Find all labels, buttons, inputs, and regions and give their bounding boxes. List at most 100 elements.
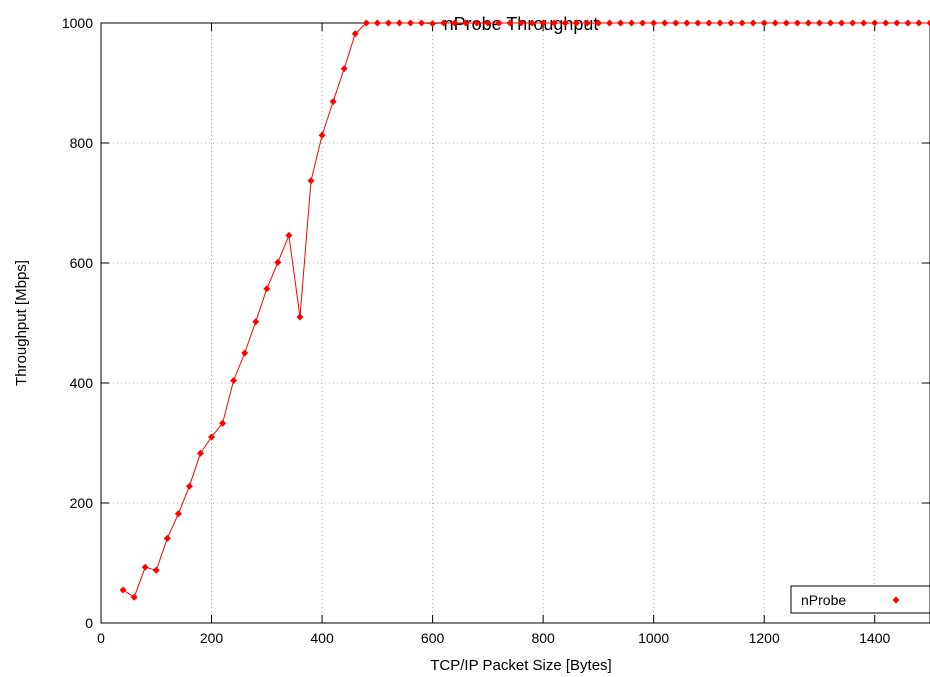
x-tick-label: 800 — [531, 630, 555, 646]
data-point — [119, 586, 127, 594]
y-tick-label: 0 — [85, 615, 93, 631]
x-tick-label: 0 — [97, 630, 105, 646]
data-point — [716, 19, 724, 27]
data-point — [550, 19, 558, 27]
data-point — [904, 19, 912, 27]
plot-frame — [100, 22, 930, 624]
data-point — [241, 349, 249, 357]
data-point — [694, 19, 702, 27]
data-point — [384, 19, 392, 27]
data-point — [893, 19, 901, 27]
data-point — [418, 19, 426, 27]
data-point — [285, 231, 293, 239]
series-line — [122, 22, 930, 598]
data-point — [583, 19, 591, 27]
x-tick-label: 600 — [421, 630, 445, 646]
y-axis-label: Throughput [Mbps] — [13, 260, 30, 386]
x-tick-label: 200 — [200, 630, 224, 646]
data-point — [484, 19, 492, 27]
data-point — [561, 19, 569, 27]
data-point — [130, 593, 138, 601]
data-point — [760, 19, 768, 27]
data-point — [362, 19, 370, 27]
x-tick-label: 1200 — [749, 630, 780, 646]
data-point — [196, 449, 204, 457]
grid-lines — [101, 23, 930, 623]
x-tick-label: 400 — [310, 630, 334, 646]
data-point — [208, 433, 216, 441]
data-point — [871, 19, 879, 27]
data-point — [429, 20, 437, 28]
data-point — [650, 19, 658, 27]
data-point — [263, 285, 271, 293]
data-point — [318, 131, 326, 139]
data-point — [340, 65, 348, 73]
data-point — [705, 19, 713, 27]
legend-marker — [892, 596, 900, 604]
y-tick-label: 800 — [70, 135, 94, 151]
data-point — [838, 19, 846, 27]
data-point — [440, 19, 448, 27]
legend-label: nProbe — [801, 592, 846, 608]
series-nprobe — [119, 19, 930, 601]
data-point — [661, 19, 669, 27]
data-point — [373, 19, 381, 27]
data-point — [462, 19, 470, 27]
data-point — [594, 19, 602, 27]
data-point — [849, 19, 857, 27]
data-point — [827, 19, 835, 27]
data-point — [141, 563, 149, 571]
data-point — [230, 377, 238, 385]
data-point — [163, 534, 171, 542]
x-axis-label: TCP/IP Packet Size [Bytes] — [430, 657, 611, 674]
data-point — [307, 177, 315, 185]
data-point — [495, 19, 503, 27]
y-tick-label: 1000 — [62, 15, 93, 31]
data-point — [605, 19, 613, 27]
data-point — [506, 19, 514, 27]
data-point — [528, 19, 536, 27]
data-point — [771, 19, 779, 27]
y-tick-labels: 0 200 400 600 800 1000 — [62, 15, 93, 631]
data-point — [572, 19, 580, 27]
data-point — [185, 482, 193, 490]
data-point — [749, 19, 757, 27]
data-point — [727, 19, 735, 27]
y-tick-label: 600 — [70, 255, 94, 271]
data-point — [406, 19, 414, 27]
data-point — [617, 19, 625, 27]
x-tick-labels: 0 200 400 600 800 1000 1200 1400 — [97, 630, 890, 646]
data-point — [926, 19, 930, 27]
data-point — [860, 19, 868, 27]
data-point — [793, 19, 801, 27]
data-point — [639, 19, 647, 27]
legend: nProbe — [790, 585, 930, 614]
data-point — [473, 19, 481, 27]
data-point — [219, 419, 227, 427]
data-point — [451, 19, 459, 27]
data-point — [174, 510, 182, 518]
data-point — [274, 258, 282, 266]
data-point — [683, 19, 691, 27]
data-point — [329, 98, 337, 106]
data-point — [152, 566, 160, 574]
data-point — [539, 19, 547, 27]
x-tick-label: 1000 — [638, 630, 669, 646]
axis-ticks — [100, 22, 930, 624]
data-point — [628, 19, 636, 27]
data-point — [517, 19, 525, 27]
data-point — [882, 19, 890, 27]
legend-box — [790, 585, 930, 614]
y-tick-label: 400 — [70, 375, 94, 391]
data-point — [915, 19, 923, 27]
data-point — [804, 19, 812, 27]
y-tick-label: 200 — [70, 495, 94, 511]
data-point — [672, 19, 680, 27]
data-point — [395, 19, 403, 27]
data-point — [738, 19, 746, 27]
data-point — [296, 313, 304, 321]
x-tick-label: 1400 — [859, 630, 890, 646]
data-point — [815, 19, 823, 27]
data-point — [351, 30, 359, 38]
